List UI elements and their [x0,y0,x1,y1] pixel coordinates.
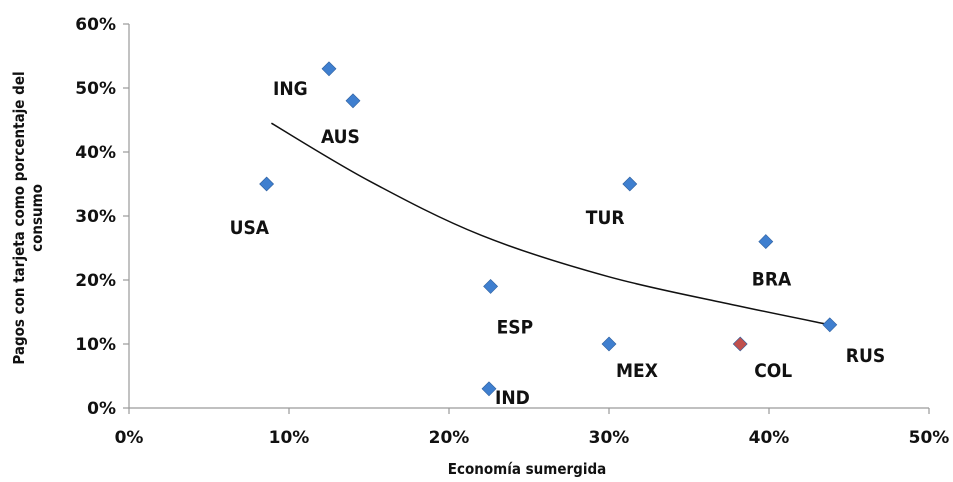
y-tick-label: 10% [75,335,116,355]
data-point-ind [481,381,497,397]
data-point-bra [758,234,774,250]
trendline [271,122,830,326]
point-label-rus: RUS [846,345,885,367]
data-point-ing [321,61,337,77]
y-tick-label: 20% [75,271,116,291]
x-tick-label: 0% [115,428,144,448]
point-label-ing: ING [273,78,308,100]
x-tick-label: 20% [429,428,470,448]
data-point-mex [601,336,617,352]
y-tick-label: 30% [75,207,116,227]
x-tick-label: 50% [909,428,950,448]
axes [128,24,929,409]
x-tick-label: 30% [589,428,630,448]
data-point-aus [345,93,361,109]
data-point-rus [822,317,838,333]
point-label-col: COL [754,360,792,382]
data-point-esp [483,278,499,294]
x-axis-title: Economía sumergida [448,460,606,478]
point-labels: ING AUS USA TUR BRA ESP MEX COL RUS IND [230,78,886,409]
data-point-col [732,336,748,352]
point-label-usa: USA [230,217,270,239]
x-tick-label: 40% [749,428,790,448]
y-tick-label: 0% [87,399,116,419]
y-axis-title-line: consumo [28,184,46,252]
y-tick-label: 50% [75,79,116,99]
point-label-aus: AUS [321,126,360,148]
data-point-usa [259,176,275,192]
point-label-bra: BRA [752,269,792,291]
point-label-esp: ESP [497,316,534,338]
data-points [259,61,838,397]
point-label-ind: IND [495,387,530,409]
point-label-tur: TUR [586,207,625,229]
y-tick-label: 60% [75,15,116,35]
y-tick-label: 40% [75,143,116,163]
ticks: 0% 10% 20% 30% 40% 50% 60% 0% 10% 20% 30% 40% 50% [75,15,949,448]
y-axis-title: Pagos con tarjeta como porcentaje del con… [10,71,46,364]
x-tick-label: 10% [269,428,310,448]
y-axis-title-line: Pagos con tarjeta como porcentaje del [10,71,28,364]
point-label-mex: MEX [616,360,658,382]
data-point-tur [622,176,638,192]
